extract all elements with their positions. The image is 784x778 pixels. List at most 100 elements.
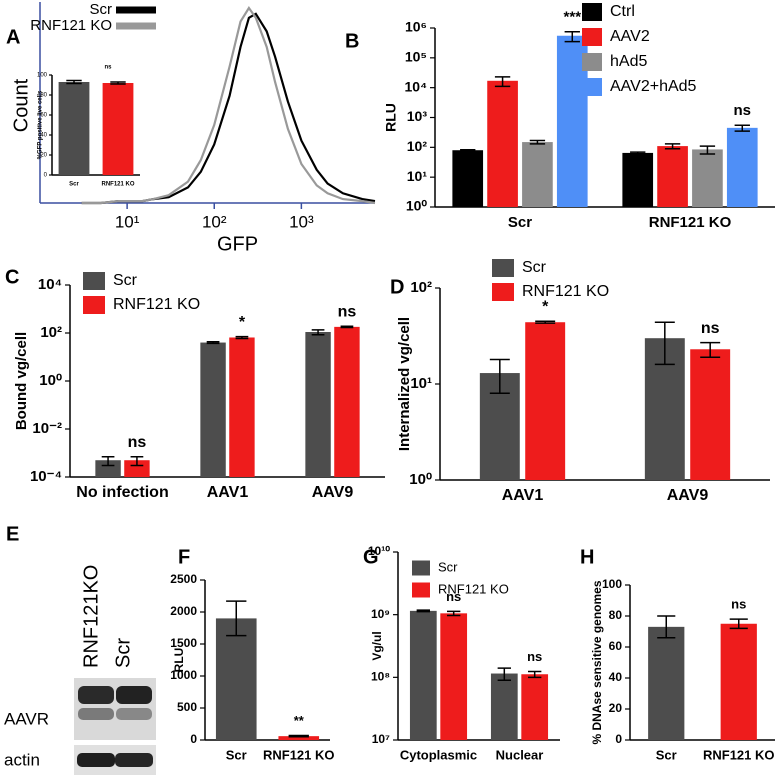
error-bar bbox=[489, 358, 510, 395]
error-bar bbox=[460, 148, 476, 152]
legend-swatch bbox=[582, 53, 602, 71]
x-tick-label: RNF121 KO bbox=[703, 747, 775, 762]
y-tick-label: 10⁴ bbox=[405, 78, 428, 94]
bar bbox=[278, 736, 320, 740]
x-tick-label: RNF121 KO bbox=[263, 747, 335, 762]
bar bbox=[452, 150, 484, 207]
legend-swatch bbox=[582, 78, 602, 96]
x-tick-label: Scr bbox=[508, 214, 532, 231]
error-bar bbox=[447, 610, 461, 617]
y-tick-label: 0 bbox=[44, 173, 48, 179]
panel-letter: B bbox=[345, 30, 359, 52]
legend-swatch bbox=[116, 22, 156, 30]
panel-letter: F bbox=[178, 546, 190, 568]
blot-band bbox=[115, 753, 153, 767]
x-tick-label: AAV9 bbox=[312, 484, 354, 501]
error-bar bbox=[494, 76, 511, 88]
error-bar bbox=[340, 325, 354, 329]
bar bbox=[200, 342, 226, 477]
error-bar bbox=[699, 145, 716, 155]
lane-label: RNF121KO bbox=[80, 565, 102, 668]
x-tick-label: Cytoplasmic bbox=[400, 747, 477, 762]
x-tick-label: No infection bbox=[76, 484, 168, 501]
blot-band bbox=[77, 753, 115, 767]
legend-swatch bbox=[412, 582, 430, 598]
panel-letter: D bbox=[390, 276, 404, 298]
panel-letter: E bbox=[6, 523, 19, 545]
bar bbox=[525, 322, 566, 480]
western-blot: E RNF121KO Scr AAVR actin bbox=[4, 523, 156, 775]
y-tick-label: 60 bbox=[609, 639, 623, 653]
bar bbox=[726, 127, 758, 207]
error-bar bbox=[529, 139, 546, 145]
y-tick-label: 80 bbox=[40, 93, 47, 99]
bar bbox=[215, 618, 257, 740]
x-tick-label: AAV9 bbox=[667, 487, 709, 504]
error-bar bbox=[226, 600, 247, 637]
annotation: ns bbox=[734, 102, 752, 119]
band-label: actin bbox=[4, 750, 40, 769]
bar bbox=[692, 149, 723, 207]
x-tick-label: Scr bbox=[656, 747, 677, 762]
annotation: * bbox=[542, 299, 549, 316]
y-tick-label: 10⁸ bbox=[371, 670, 390, 684]
y-tick-label: 10⁰ bbox=[409, 471, 432, 488]
y-axis-label: %GFP positive live cells bbox=[38, 90, 44, 159]
annotation: ns bbox=[446, 589, 461, 604]
panel-letter: H bbox=[580, 546, 594, 568]
error-bar bbox=[564, 30, 580, 43]
y-tick-label: 10¹ bbox=[410, 375, 432, 392]
error-bar bbox=[110, 81, 126, 85]
y-tick-label: 10⁷ bbox=[372, 732, 390, 746]
y-tick-label: 0 bbox=[615, 732, 622, 746]
panel-letter: C bbox=[5, 266, 19, 288]
y-tick-label: 2500 bbox=[170, 572, 197, 586]
legend-swatch bbox=[582, 28, 602, 46]
bar bbox=[305, 332, 331, 477]
legend-swatch bbox=[492, 259, 514, 277]
y-tick-label: 1500 bbox=[170, 636, 197, 650]
legend-label: Scr bbox=[113, 272, 138, 289]
y-tick-label: 0 bbox=[190, 732, 197, 746]
y-tick-label: 10² bbox=[407, 138, 428, 154]
y-tick-label: 10⁰ bbox=[406, 198, 428, 214]
blot-band bbox=[78, 686, 114, 704]
bar bbox=[690, 349, 731, 480]
x-tick-label: AAV1 bbox=[502, 487, 544, 504]
error-bar bbox=[700, 341, 721, 358]
annotation: ns bbox=[527, 649, 542, 664]
error-bar bbox=[535, 320, 556, 324]
y-axis-label: Vg/ul bbox=[370, 631, 384, 660]
annotation: ns bbox=[338, 304, 357, 321]
y-tick-label: 100 bbox=[37, 73, 48, 79]
error-bar bbox=[101, 455, 115, 467]
y-axis-label: Bound vg/cell bbox=[13, 332, 30, 430]
x-tick-label: 10¹ bbox=[115, 212, 140, 231]
x-tick-label: AAV1 bbox=[207, 484, 249, 501]
error-bar bbox=[657, 615, 676, 639]
bar bbox=[409, 610, 437, 740]
legend-label: RNF121 KO bbox=[438, 581, 509, 596]
legend-label: AAV2+hAd5 bbox=[610, 78, 697, 95]
annotation: ** bbox=[294, 713, 305, 728]
x-tick-label: Scr bbox=[69, 182, 79, 188]
histogram-line bbox=[81, 6, 376, 205]
y-tick-label: 10² bbox=[410, 279, 432, 296]
x-tick-label: 10³ bbox=[289, 212, 314, 231]
legend-swatch bbox=[83, 296, 105, 314]
bar bbox=[229, 337, 255, 477]
y-tick-label: 40 bbox=[40, 133, 47, 139]
y-tick-label: 1000 bbox=[170, 668, 197, 682]
annotation: ns bbox=[701, 320, 720, 337]
y-axis-label: Internalized vg/cell bbox=[396, 317, 413, 451]
error-bar bbox=[734, 124, 750, 132]
y-tick-label: 500 bbox=[177, 700, 197, 714]
bar bbox=[622, 152, 654, 207]
error-bar bbox=[528, 670, 542, 679]
error-bar bbox=[288, 734, 309, 738]
annotation: *** bbox=[564, 9, 582, 26]
legend-label: RNF121 KO bbox=[30, 17, 112, 34]
y-tick-label: 2000 bbox=[170, 604, 197, 618]
error-bar bbox=[206, 341, 220, 345]
panel-letter: G bbox=[363, 546, 379, 568]
